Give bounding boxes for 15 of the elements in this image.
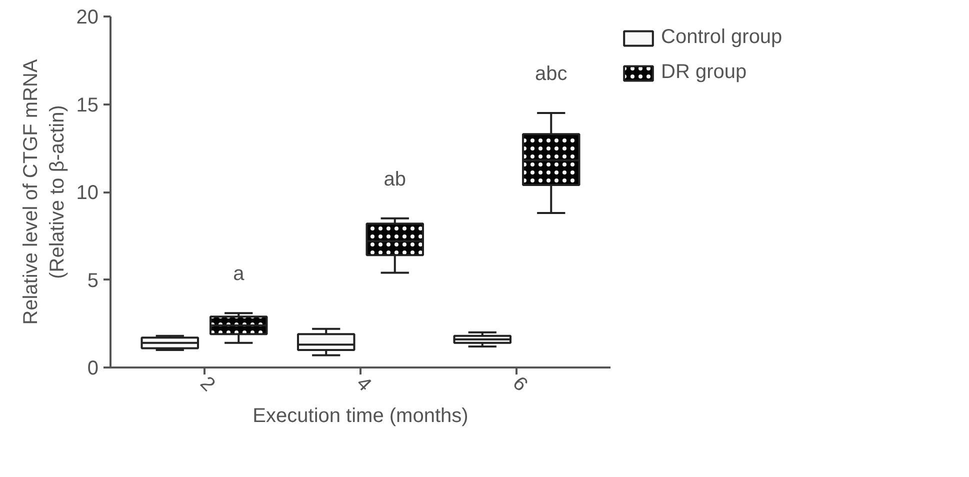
y-tick-label: 10 xyxy=(76,182,99,204)
x-axis-title: Execution time (months) xyxy=(252,405,468,428)
x-tick-label: 6 xyxy=(508,372,532,396)
y-tick-label: 5 xyxy=(87,270,98,292)
annotation: abc xyxy=(535,63,568,86)
x-tick-label: 2 xyxy=(196,372,220,396)
y-tick-label: 0 xyxy=(87,358,98,380)
y-tick-label: 15 xyxy=(76,94,99,116)
annotation: a xyxy=(233,263,246,286)
y-tick-label: 20 xyxy=(76,6,99,28)
y-axis-title: Relative level of CTGF mRNA (Relative to β-actin) xyxy=(20,58,68,325)
legend-label: Control group xyxy=(661,26,782,49)
annotation: ab xyxy=(384,168,406,190)
x-tick-label: 4 xyxy=(352,372,376,396)
legend-label: DR group xyxy=(661,61,747,84)
